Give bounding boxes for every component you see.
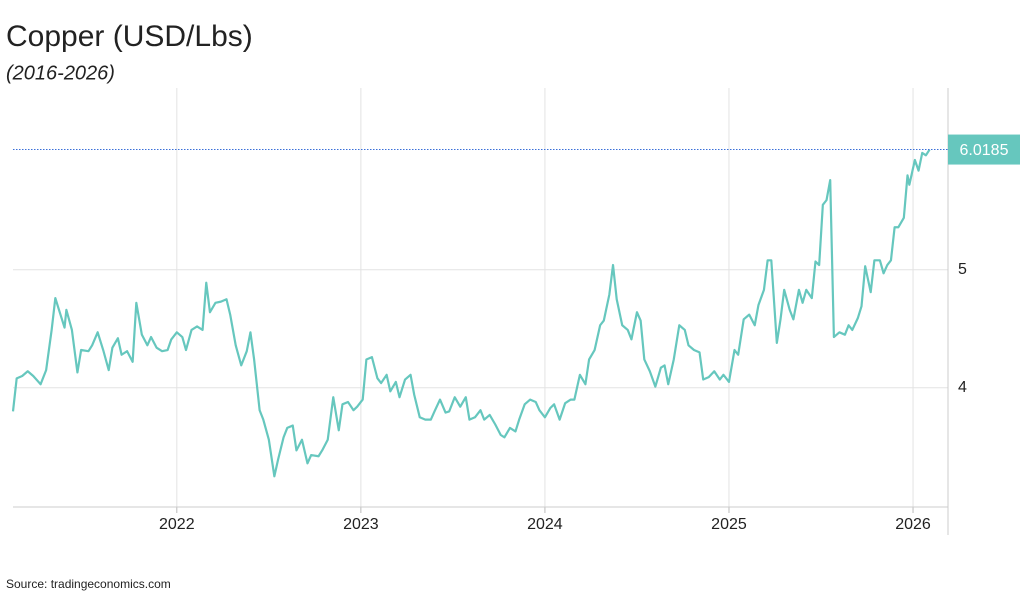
chart-subtitle: (2016-2026) bbox=[6, 62, 115, 84]
x-tick-label: 2022 bbox=[159, 516, 195, 533]
y-tick-label: 4 bbox=[958, 379, 967, 396]
y-tick-label: 5 bbox=[958, 261, 967, 278]
chart-title: Copper (USD/Lbs) bbox=[6, 20, 253, 53]
x-tick-label: 2025 bbox=[711, 516, 747, 533]
x-tick-label: 2024 bbox=[527, 516, 563, 533]
x-tick-label: 2023 bbox=[343, 516, 379, 533]
last-value-label: 6.0185 bbox=[960, 142, 1009, 159]
x-tick-label: 2026 bbox=[895, 516, 931, 533]
source: Source: tradingeconomics.com bbox=[6, 577, 171, 591]
line-series bbox=[11, 148, 931, 478]
last-value-box bbox=[948, 134, 1020, 165]
